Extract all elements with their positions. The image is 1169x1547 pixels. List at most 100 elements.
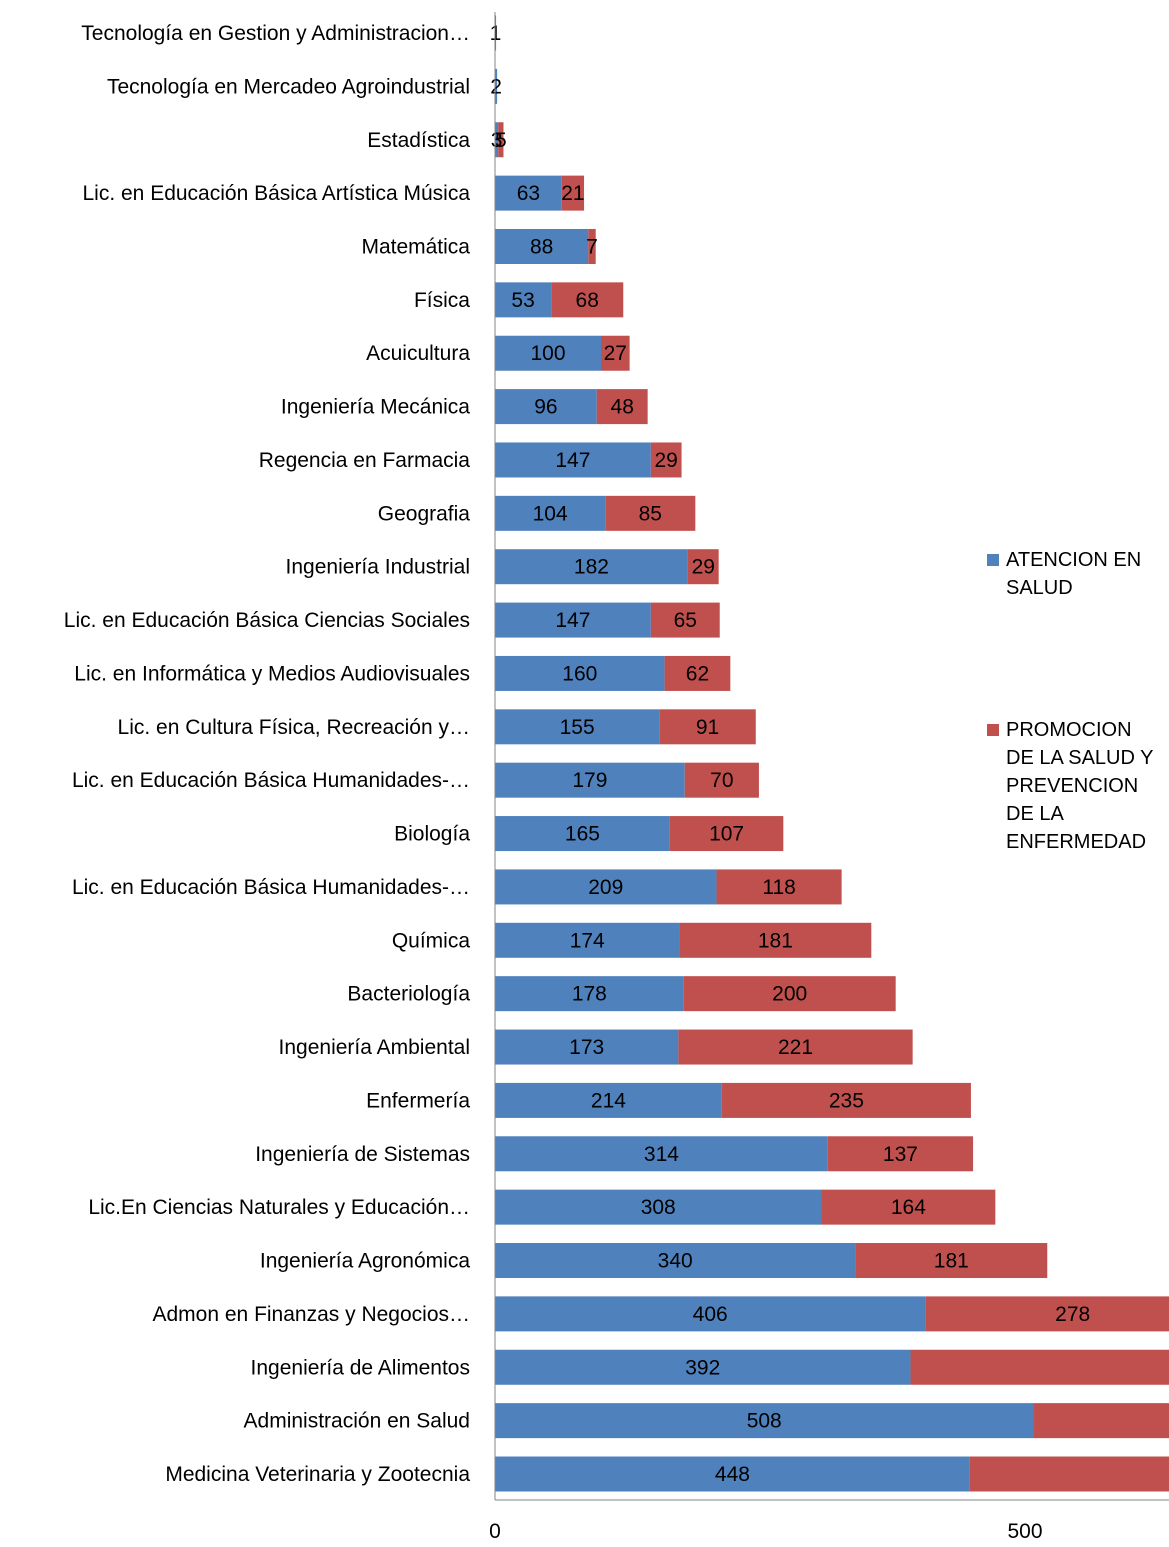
data-label: 63 [517,182,540,205]
data-label: 164 [891,1196,926,1219]
legend-label: PREVENCION [1006,775,1138,797]
data-labels: 4487375086633925654062783401813081643141… [490,22,1091,1486]
category-label: Química [392,929,471,952]
bar-atencion-segment [495,549,688,585]
data-label: 278 [1055,1303,1090,1326]
category-label: Acuicultura [366,342,470,365]
data-label: 209 [588,876,623,899]
bar-promocion-segment [1033,1403,1169,1439]
bar-promocion-segment [605,495,696,531]
category-label: Ingeniería Mecánica [281,396,470,419]
data-label: 508 [747,1410,782,1433]
bar-atencion-segment [495,869,717,905]
category-label: Lic.En Ciencias Naturales y Educación… [88,1196,470,1219]
x-tick-labels: 050010001500 [489,1520,1042,1543]
data-label: 2 [490,75,502,98]
bar-atencion-segment [495,816,670,852]
data-label: 214 [591,1089,626,1112]
bar-promocion-segment [925,1296,1169,1332]
bar-atencion-segment [495,1456,970,1492]
bar-promocion-segment [721,1082,971,1118]
data-label: 235 [829,1089,864,1112]
data-label: 182 [574,556,609,579]
category-label: Administración en Salud [244,1410,470,1433]
category-label: Lic. en Educación Básica Ciencias Social… [64,609,470,632]
data-label: 53 [511,289,534,312]
legend-swatch-promocion [987,724,999,736]
category-label: Física [414,289,470,312]
bar-promocion-segment [551,282,624,318]
category-label: Lic. en Informática y Medios Audiovisual… [74,662,470,685]
data-label: 85 [639,502,662,525]
data-label: 173 [569,1036,604,1059]
category-label: Lic. en Educación Básica Humanidades-… [72,769,470,792]
data-label: 221 [778,1036,813,1059]
bar-promocion-segment [683,976,896,1012]
bar-atencion-segment [495,1403,1034,1439]
legend-label: SALUD [1006,577,1073,599]
data-label: 392 [685,1356,720,1379]
bar-atencion-segment [495,282,552,318]
category-label: Ingeniería Agronómica [260,1250,470,1273]
data-label: 48 [611,396,634,419]
bar-atencion-segment [495,602,651,638]
data-label: 181 [934,1250,969,1273]
bar-atencion-segment [495,709,660,745]
data-label: 308 [641,1196,676,1219]
bars [495,15,1169,1492]
bar-atencion-segment [495,1082,722,1118]
bar-promocion-segment [969,1456,1169,1492]
category-label: Geografia [378,502,471,525]
category-label: Lic. en Educación Básica Humanidades-… [72,876,470,899]
data-label: 5 [495,129,507,152]
bar-promocion-segment [650,442,682,478]
bar-atencion-segment [495,442,651,478]
legend-swatch-atencion [987,554,999,566]
category-label: Medicina Veterinaria y Zootecnia [165,1463,470,1486]
bar-atencion-segment [495,655,665,691]
data-label: 137 [883,1143,918,1166]
bar-promocion-segment [664,655,731,691]
category-label: Tecnología en Gestion y Administracion… [81,22,470,45]
data-label: 65 [674,609,697,632]
data-label: 155 [560,716,595,739]
x-tick-label: 500 [1007,1520,1042,1543]
legend-label: DE LA SALUD Y [1006,747,1153,769]
legend-label: ENFERMEDAD [1006,831,1146,853]
bar-promocion-segment [687,549,719,585]
bar-atencion-segment [495,122,499,158]
axes [494,12,1169,1501]
data-label: 21 [561,182,584,205]
bar-promocion-segment [588,228,596,264]
data-label: 62 [686,662,709,685]
data-label: 96 [534,396,557,419]
bar-atencion-segment [495,228,589,264]
data-label: 27 [604,342,627,365]
category-label: Ingeniería Ambiental [279,1036,470,1059]
data-label: 118 [762,876,795,899]
bar-promocion-segment [669,816,784,852]
bar-atencion-segment [495,976,684,1012]
bar-promocion-segment [650,602,720,638]
data-label: 165 [565,823,600,846]
category-label: Ingeniería de Alimentos [251,1356,470,1379]
bar-atencion-segment [495,1136,828,1172]
bar-promocion-segment [855,1243,1048,1279]
category-label: Lic. en Educación Básica Artística Músic… [82,182,470,205]
data-label: 29 [692,556,715,579]
data-label: 7 [586,235,598,258]
category-labels: Medicina Veterinaria y Zootecnia Administ… [64,22,471,1486]
x-tick-label: 0 [489,1520,501,1543]
bar-promocion-segment [827,1136,974,1172]
legend-label: PROMOCION [1006,719,1132,741]
bar-promocion-segment [684,762,759,798]
bar-promocion-segment [601,335,630,371]
data-label: 314 [644,1143,679,1166]
bar-atencion-segment [495,922,680,958]
category-label: Ingeniería Industrial [286,556,470,579]
data-label: 181 [758,929,793,952]
category-label: Enfermería [366,1089,470,1112]
data-label: 70 [710,769,733,792]
category-label: Regencia en Farmacia [259,449,471,472]
